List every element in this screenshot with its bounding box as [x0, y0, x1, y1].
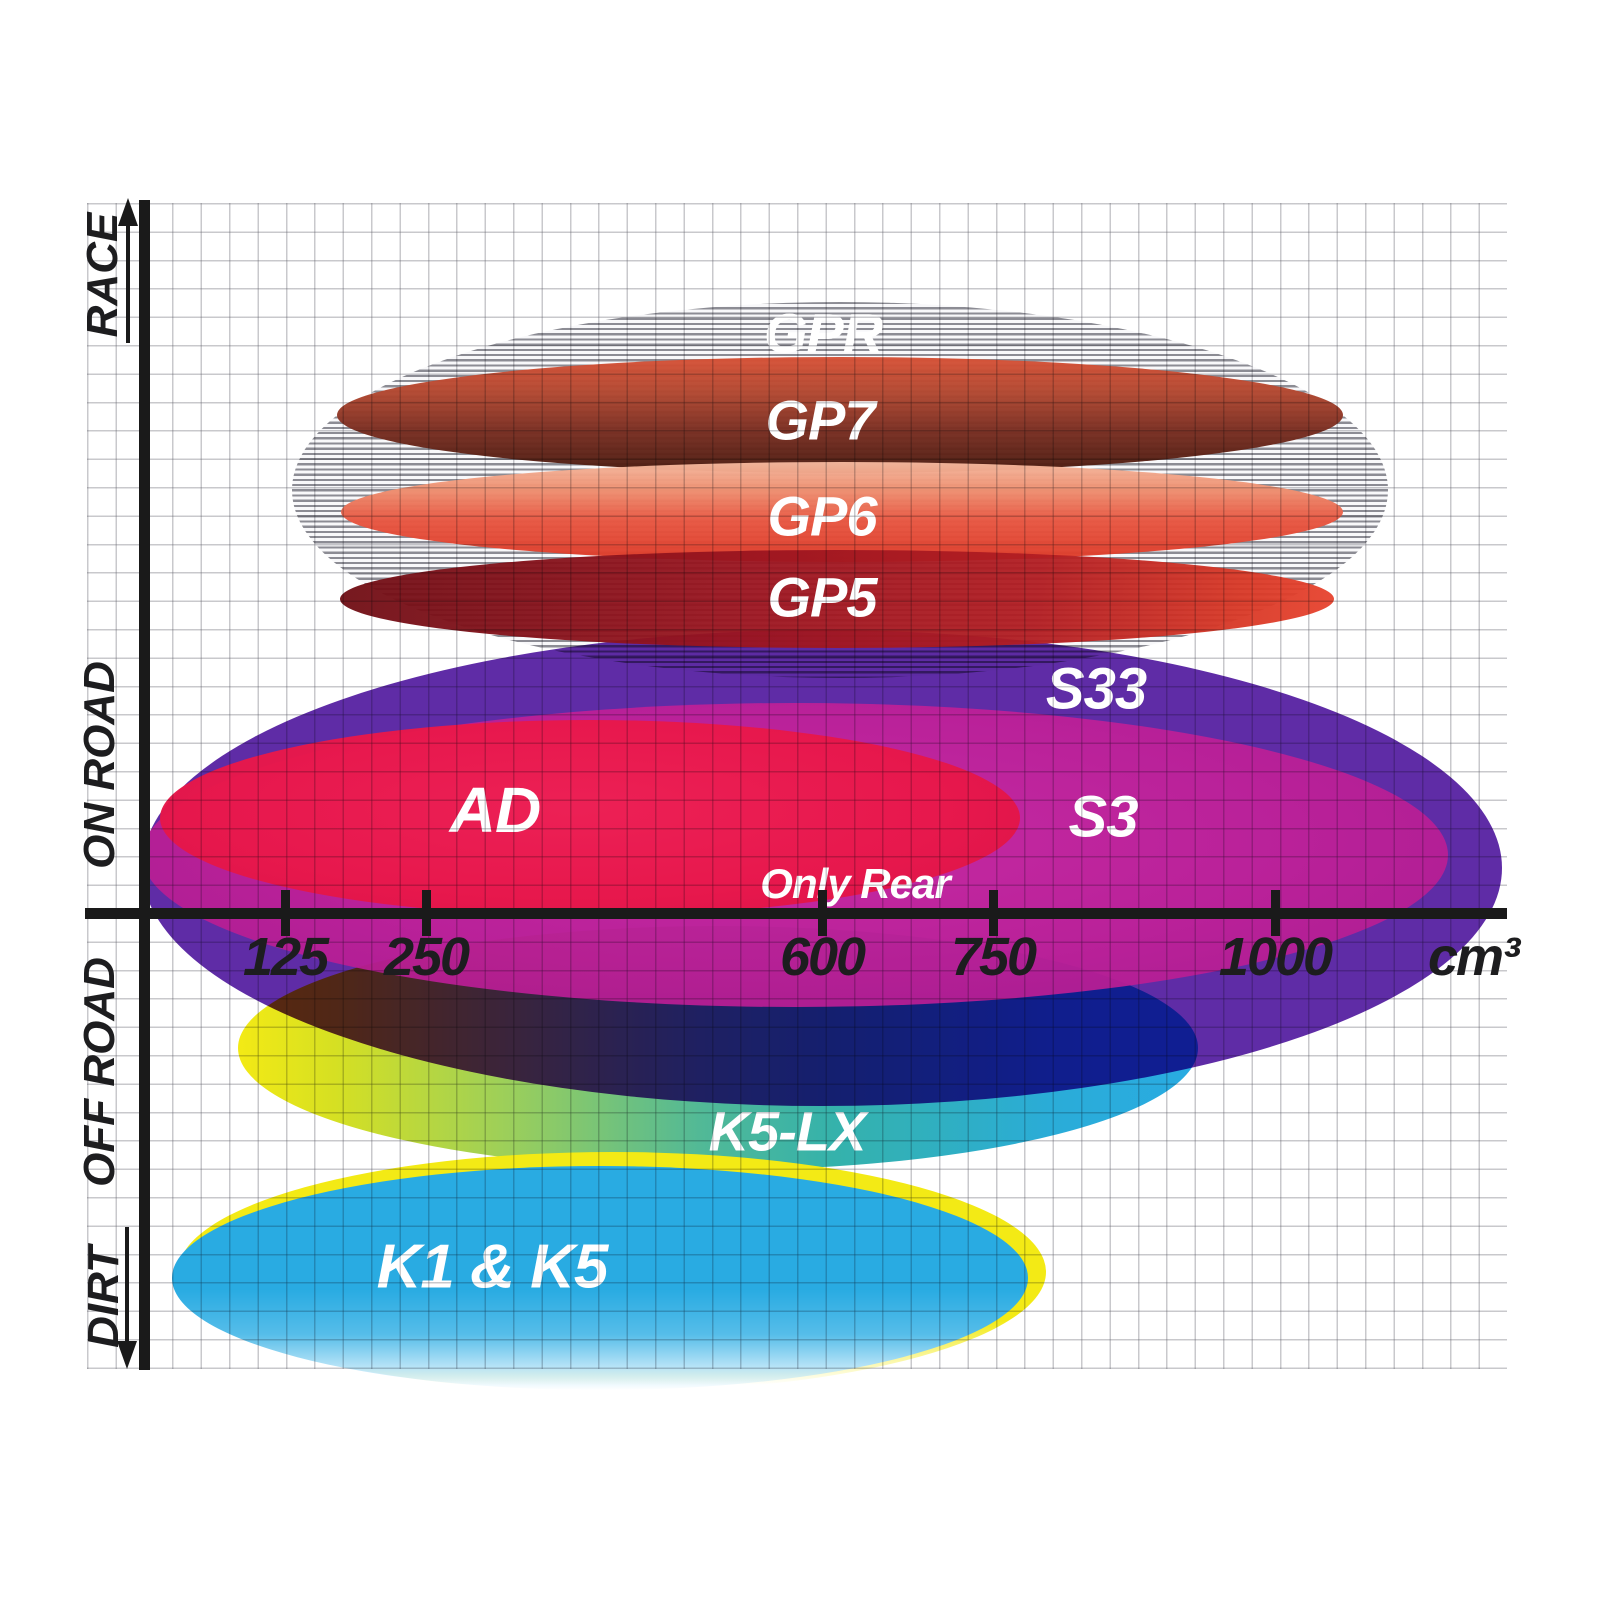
- region-label-k5lx: K5-LX: [708, 1099, 867, 1163]
- x-tick-750: [989, 890, 998, 936]
- dirt-arrow-line: [125, 1227, 129, 1347]
- race-arrow-line: [126, 222, 130, 343]
- region-label-gp5: GP5: [767, 565, 877, 629]
- x-axis-unit-label: cm³: [1427, 927, 1520, 987]
- x-axis-line: [85, 908, 1507, 919]
- x-tick-label-250: 250: [383, 927, 470, 987]
- region-label-gp7: GP7: [765, 388, 875, 452]
- region-k1k5-ellipse: [172, 1166, 1028, 1390]
- x-tick-label-750: 750: [950, 927, 1037, 987]
- y-zone-label-dirt: DIRT: [79, 1246, 128, 1348]
- region-label-ad: AD: [449, 774, 541, 846]
- x-tick-label-600: 600: [779, 927, 866, 987]
- race-up-arrow-icon: [118, 198, 138, 226]
- region-gp7-ellipse: [337, 357, 1343, 473]
- x-tick-label-125: 125: [242, 927, 329, 987]
- y-zone-label-race: RACE: [78, 212, 127, 338]
- x-tick-250: [422, 890, 431, 936]
- region-label-gp6: GP6: [767, 484, 877, 548]
- dirt-down-arrow-icon: [117, 1341, 137, 1369]
- y-zone-label-off-road: OFF ROAD: [75, 957, 124, 1187]
- region-label-gpr: GPR: [763, 301, 883, 365]
- y-axis-line: [139, 200, 150, 1370]
- region-gp5-ellipse: [340, 550, 1334, 648]
- x-tick-1000: [1271, 890, 1280, 936]
- y-zone-label-on-road: ON ROAD: [75, 661, 124, 869]
- region-label-s33: S33: [1045, 656, 1147, 722]
- x-tick-label-1000: 1000: [1218, 927, 1333, 987]
- region-gp6-ellipse: [341, 462, 1343, 562]
- annotation-only-rear: Only Rear: [760, 860, 950, 907]
- region-label-k1k5: K1 & K5: [376, 1232, 609, 1302]
- region-ad-ellipse: [160, 720, 1020, 916]
- x-tick-125: [281, 890, 290, 936]
- region-label-s3: S3: [1068, 784, 1139, 850]
- x-tick-600: [818, 890, 827, 936]
